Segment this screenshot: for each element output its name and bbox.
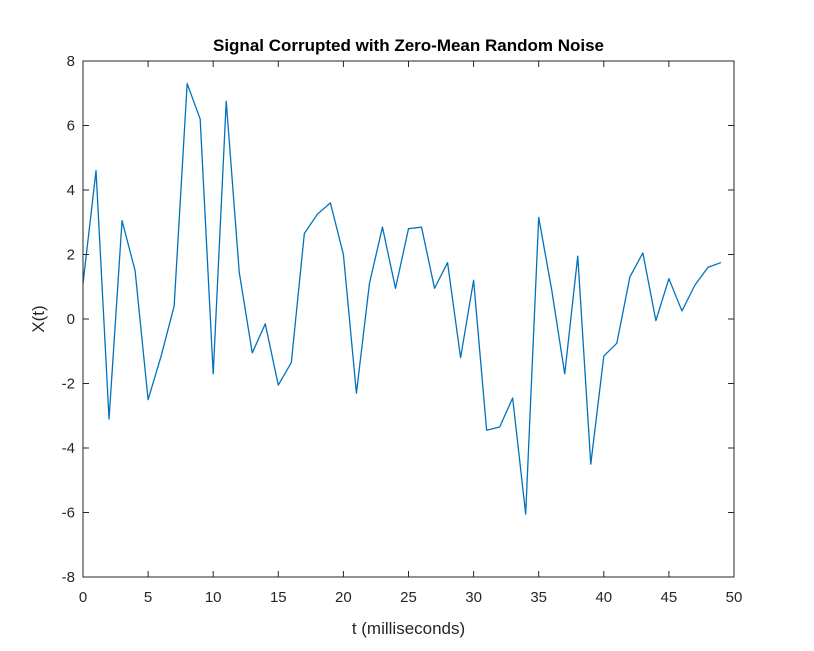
x-tick-label: 25 [400, 589, 417, 606]
y-tick-label: -2 [62, 376, 75, 393]
x-tick-label: 15 [270, 589, 287, 606]
plot-area [83, 61, 734, 577]
y-tick-label: -6 [62, 505, 75, 522]
y-tick-label: -8 [62, 569, 75, 586]
x-tick-label: 10 [205, 589, 222, 606]
series-layer [82, 82, 722, 515]
y-tick-label: 0 [67, 311, 75, 328]
x-axis-label: t (milliseconds) [352, 619, 465, 638]
chart-title: Signal Corrupted with Zero-Mean Random N… [213, 36, 604, 55]
y-tick-label: 2 [67, 247, 75, 264]
y-axis-label: X(t) [29, 305, 48, 332]
x-tick-label: 35 [530, 589, 547, 606]
x-tick-label: 30 [465, 589, 482, 606]
series-line-0 [82, 82, 722, 515]
y-tick-label: 6 [67, 118, 75, 135]
y-tick-label: 8 [67, 53, 75, 70]
y-tick-label: -4 [62, 440, 75, 457]
x-tick-label: 5 [144, 589, 152, 606]
x-tick-label: 40 [595, 589, 612, 606]
x-tick-label: 20 [335, 589, 352, 606]
y-axis: -8 -6 -4 -2 0 2 4 6 8 [62, 53, 734, 586]
x-tick-label: 50 [726, 589, 743, 606]
x-axis: 0 5 10 15 20 25 30 35 40 45 50 [79, 61, 743, 606]
x-tick-label: 45 [661, 589, 678, 606]
x-tick-label: 0 [79, 589, 87, 606]
y-tick-label: 4 [67, 182, 75, 199]
